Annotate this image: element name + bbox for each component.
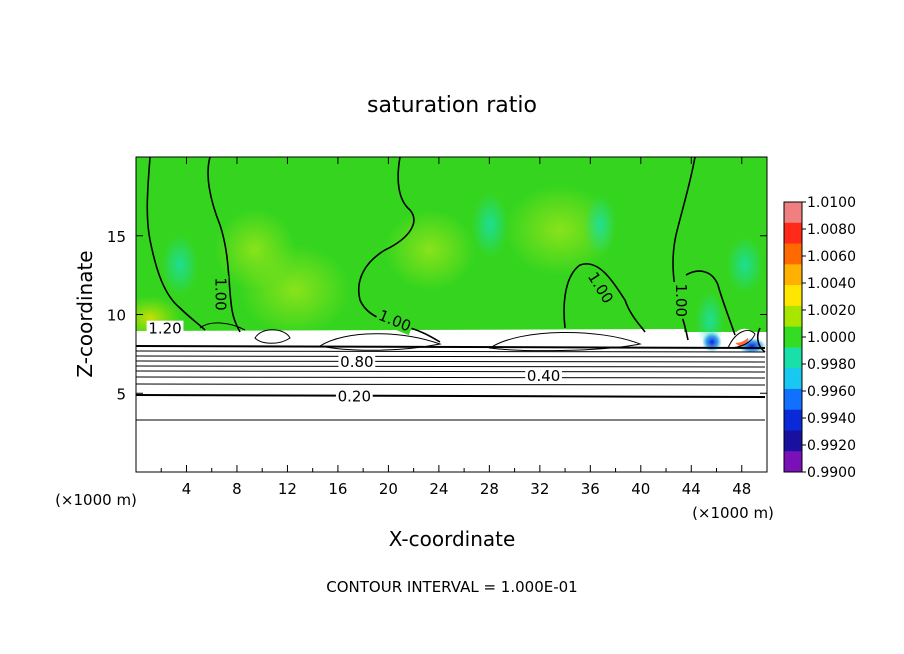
x-tick-label: 36 xyxy=(581,480,600,498)
x-tick-label: 4 xyxy=(182,480,192,498)
x-axis-label: X-coordinate xyxy=(389,527,516,551)
y-axis-label: Z-coordinate xyxy=(73,250,97,377)
colorbar-swatch xyxy=(784,368,802,390)
contour-line xyxy=(756,327,766,353)
y-tick-label: 10 xyxy=(107,307,126,325)
colorbar-label: 0.9960 xyxy=(807,384,856,400)
contour-label: 1.00 xyxy=(672,281,690,319)
contour-line xyxy=(136,393,766,398)
x-tick-label: 40 xyxy=(631,480,650,498)
contour-label-bg xyxy=(583,267,617,308)
contour-line xyxy=(563,263,646,333)
colorbar-label: 0.9940 xyxy=(807,411,856,427)
contour-line xyxy=(136,383,766,386)
x-tick-label: 48 xyxy=(732,480,751,498)
x-unit-label-left: (×1000 m) xyxy=(55,491,137,509)
contour-label-text: 0.40 xyxy=(527,367,560,385)
x-tick-label: 28 xyxy=(480,480,499,498)
contour-label: 1.00 xyxy=(212,275,230,313)
contour-label-bg xyxy=(335,388,373,405)
cloud-layer xyxy=(730,328,752,343)
colorbar-swatch xyxy=(784,243,802,265)
contour-label-text: 1.00 xyxy=(212,277,230,310)
x-tick-label: 12 xyxy=(278,480,297,498)
field-blob xyxy=(215,210,295,290)
colorbar-swatch xyxy=(784,285,802,307)
contour-label: 0.80 xyxy=(338,353,376,371)
contour-label: 1.20 xyxy=(146,320,184,338)
y-axis: 5 10 15 xyxy=(107,228,767,403)
chart-title: saturation ratio xyxy=(367,93,537,118)
contour-line xyxy=(136,365,766,368)
cloud-layer xyxy=(136,329,765,472)
colorbar-swatch xyxy=(784,451,802,473)
colorbar-label: 1.0020 xyxy=(807,303,856,319)
colorbar-label: 1.0060 xyxy=(807,249,856,265)
field-blob xyxy=(472,193,508,257)
x-tick-label: 24 xyxy=(429,480,448,498)
contour-label-text: 1.00 xyxy=(672,284,690,317)
colorbar-label: 1.0080 xyxy=(807,222,856,238)
colorbar-swatch xyxy=(784,430,802,452)
colorbar-label: 0.9900 xyxy=(807,465,856,481)
contour-label-bg xyxy=(374,306,415,336)
field-blob xyxy=(727,237,763,293)
plot-field xyxy=(136,157,767,472)
y-tick-label: 5 xyxy=(116,385,126,403)
field-blob xyxy=(702,332,722,352)
colorbar-swatch xyxy=(784,264,802,286)
contour-line xyxy=(199,322,246,331)
x-axis: 4 8 12 16 20 24 28 32 36 40 44 48 xyxy=(160,157,751,498)
contour-line xyxy=(727,330,756,349)
colorbar-swatch xyxy=(784,347,802,369)
colorbar-label: 1.0100 xyxy=(807,195,856,211)
contour-label-bg xyxy=(146,320,184,337)
contour-label-bg xyxy=(673,281,690,319)
contour-line xyxy=(672,157,696,341)
contour-label: 0.20 xyxy=(335,387,373,405)
x-tick-label: 44 xyxy=(682,480,701,498)
field-blob xyxy=(584,195,616,255)
contour-line xyxy=(318,333,442,351)
contour-line xyxy=(136,345,766,349)
colorbar-label: 1.0040 xyxy=(807,276,856,292)
contour-line xyxy=(207,157,241,333)
colorbar-swatch xyxy=(784,202,802,224)
contour-interval-note: CONTOUR INTERVAL = 1.000E-01 xyxy=(326,578,577,596)
x-tick-label: 8 xyxy=(232,480,242,498)
colorbar-label: 0.9920 xyxy=(807,438,856,454)
colorbar-label: 1.0000 xyxy=(807,330,856,346)
contour-line xyxy=(254,329,291,344)
colorbar-swatch xyxy=(784,305,802,328)
contour-line xyxy=(136,370,766,373)
contour-line xyxy=(685,270,736,336)
y-tick-label: 15 xyxy=(107,228,126,246)
colorbar-label: 0.9980 xyxy=(807,357,856,373)
contour-label-bg xyxy=(525,367,563,384)
contour-line xyxy=(136,376,766,379)
contour-line xyxy=(488,331,642,352)
colorbar-swatch xyxy=(784,326,802,348)
field-blob xyxy=(385,210,475,290)
colorbar-swatch xyxy=(784,222,802,245)
contour-label-text: 1.20 xyxy=(148,320,181,338)
x-tick-label: 32 xyxy=(530,480,549,498)
x-unit-label-right: (×1000 m) xyxy=(692,504,774,522)
contour-label-text: 0.20 xyxy=(338,387,371,405)
contour-label-text: 0.80 xyxy=(340,353,373,371)
x-tick-label: 16 xyxy=(328,480,347,498)
contour-label-bg xyxy=(338,353,376,370)
colorbar-swatch xyxy=(784,409,802,431)
colorbar-swatch xyxy=(784,388,802,411)
field-blob xyxy=(162,235,198,295)
contour-label-bg xyxy=(212,275,229,313)
colorbar: 1.0100 1.0080 1.0060 1.0040 1.0020 1.0000 0.99… xyxy=(783,195,856,481)
contour-line xyxy=(146,157,206,331)
x-tick-label: 20 xyxy=(379,480,398,498)
contour-label: 0.40 xyxy=(525,367,563,385)
